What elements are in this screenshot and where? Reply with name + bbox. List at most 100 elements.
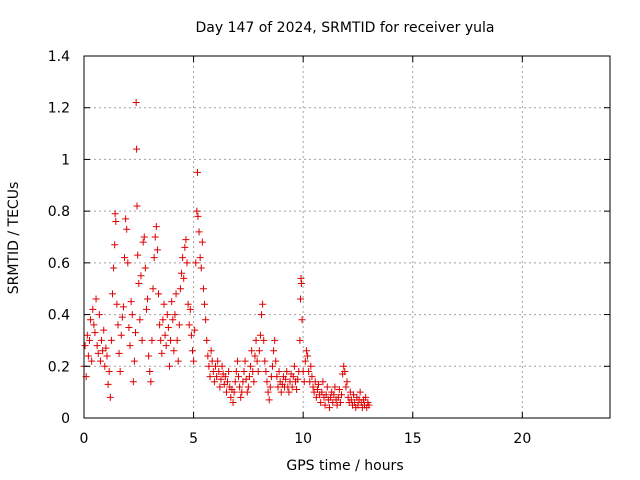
data-point	[231, 378, 239, 386]
data-point	[232, 367, 240, 375]
data-point	[243, 388, 251, 396]
data-point	[168, 298, 176, 306]
data-point	[294, 375, 302, 383]
data-point	[336, 398, 344, 406]
x-axis-label: GPS time / hours	[286, 458, 403, 474]
data-point	[103, 352, 111, 360]
data-point	[87, 316, 95, 324]
data-point	[198, 238, 206, 246]
data-point	[235, 373, 243, 381]
data-point	[272, 357, 280, 365]
data-point	[125, 324, 133, 331]
data-point	[165, 362, 173, 370]
data-point	[146, 367, 154, 375]
data-point	[335, 386, 343, 394]
data-point	[184, 300, 192, 308]
data-point	[139, 238, 147, 246]
data-point	[107, 336, 115, 344]
data-point	[101, 362, 109, 370]
data-point	[305, 367, 313, 375]
data-point	[115, 349, 123, 357]
data-point	[140, 233, 148, 241]
data-point	[162, 342, 170, 350]
data-point	[179, 254, 187, 262]
data-point	[199, 285, 207, 293]
data-point	[301, 357, 309, 365]
data-point	[265, 396, 273, 404]
data-point	[222, 388, 230, 396]
data-point	[89, 305, 97, 313]
data-point	[288, 383, 296, 391]
data-point	[304, 352, 312, 360]
data-point	[92, 295, 100, 303]
data-point	[137, 272, 145, 280]
data-point	[111, 241, 119, 249]
data-point	[224, 378, 232, 386]
data-point	[113, 300, 121, 308]
y-tick-label: 0.6	[48, 256, 70, 272]
data-point	[172, 290, 180, 298]
data-point	[132, 99, 140, 107]
data-point	[124, 259, 132, 267]
data-point	[95, 311, 103, 319]
data-point	[274, 383, 282, 391]
data-point	[341, 367, 349, 375]
data-point	[213, 373, 221, 381]
y-axis-label: SRMTID / TECUs	[6, 182, 22, 295]
data-point	[145, 352, 153, 360]
data-point	[133, 202, 141, 210]
y-tick-label: 1	[61, 152, 70, 168]
data-point	[160, 300, 168, 308]
data-point	[158, 349, 166, 357]
data-point	[132, 329, 140, 337]
data-point	[176, 285, 184, 293]
x-tick-label: 5	[189, 431, 198, 447]
plot-frame	[83, 55, 611, 419]
data-point	[325, 404, 333, 412]
data-point	[105, 367, 113, 375]
data-point	[201, 300, 209, 308]
data-point	[270, 347, 278, 355]
data-point	[112, 217, 120, 225]
data-point	[188, 347, 196, 355]
data-point	[96, 357, 104, 365]
data-point	[237, 393, 245, 401]
data-point	[229, 398, 237, 406]
data-point	[159, 316, 167, 324]
data-point	[144, 295, 152, 303]
data-point	[119, 303, 127, 311]
data-point	[206, 373, 214, 381]
data-point	[205, 362, 213, 370]
data-point	[323, 383, 331, 391]
data-point	[365, 401, 373, 409]
data-point	[308, 373, 316, 381]
data-point	[289, 373, 297, 381]
data-point	[338, 391, 346, 399]
data-point	[290, 362, 298, 370]
data-point	[202, 316, 210, 324]
y-tick-label: 0.8	[48, 204, 70, 220]
data-point	[100, 326, 108, 334]
data-point	[110, 264, 118, 272]
data-point	[255, 347, 263, 355]
data-point	[195, 228, 203, 236]
data-point	[127, 298, 135, 306]
data-point	[169, 316, 177, 324]
y-tick-label: 0.2	[48, 359, 70, 375]
data-point	[204, 352, 212, 360]
data-point	[210, 378, 218, 386]
data-point	[251, 352, 259, 360]
data-point	[203, 336, 211, 344]
x-axis-ticks: 0 5 10 15 20	[80, 56, 531, 447]
data-point	[297, 280, 305, 288]
data-point	[331, 383, 339, 391]
data-point	[104, 380, 112, 388]
data-point	[214, 357, 222, 365]
data-point	[183, 259, 191, 267]
data-point	[163, 311, 171, 319]
data-point	[108, 290, 116, 298]
data-point	[275, 367, 283, 375]
data-point	[121, 254, 129, 262]
y-axis-ticks: 0 0.2 0.4 0.6 0.8 1 1.2 1.4	[48, 49, 610, 427]
